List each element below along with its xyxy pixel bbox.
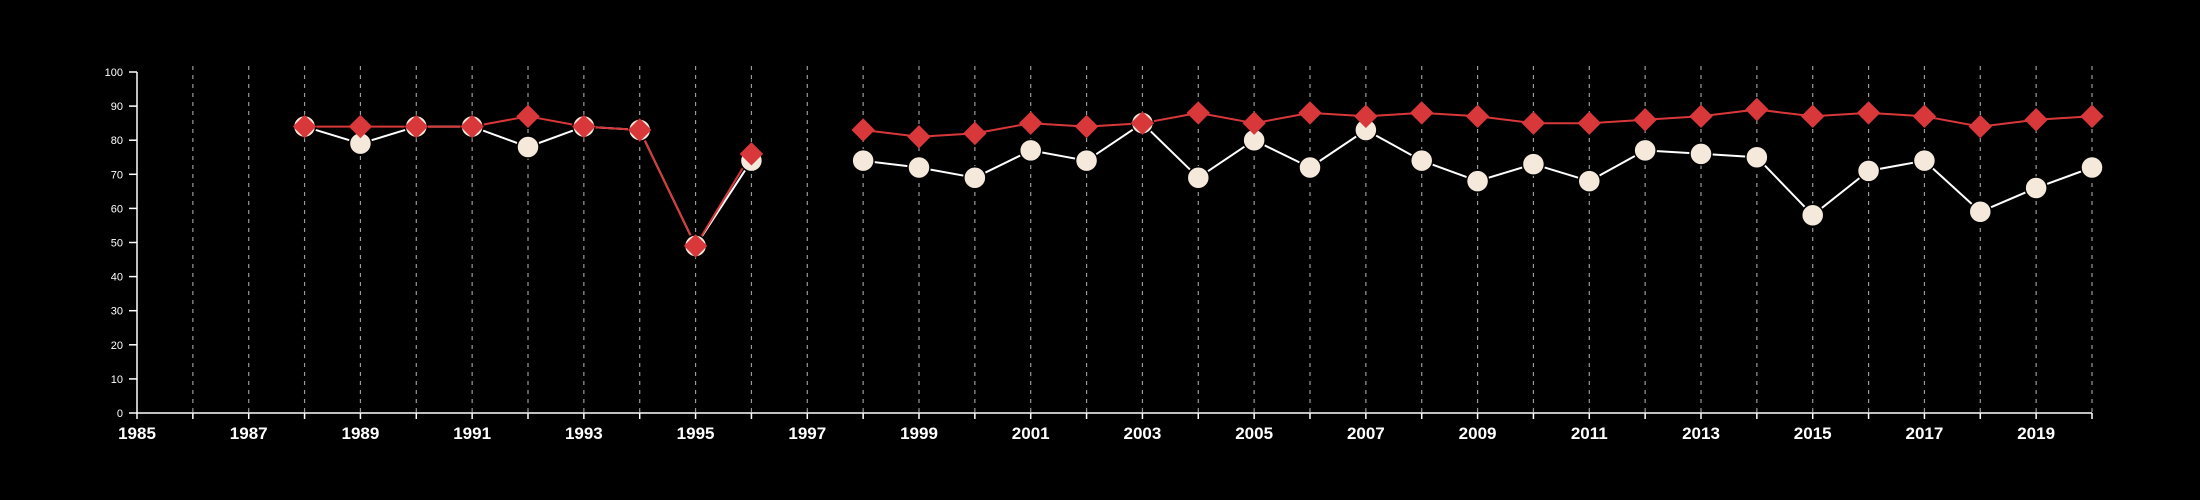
series-2-point-2004: [1186, 101, 1210, 125]
series-2-point-2011: [1577, 111, 1601, 135]
x-tick-label: 1993: [565, 424, 603, 443]
series-1-point-2017: [1912, 148, 1937, 173]
x-tick-label: 2017: [1906, 424, 1944, 443]
series-2-point-1998: [851, 118, 875, 142]
series-1-point-2018: [1968, 200, 1993, 224]
series-1-point-1998: [851, 148, 875, 173]
series-2-point-2006: [1298, 101, 1322, 125]
x-tick-label: 2015: [1794, 424, 1832, 443]
series-1-point-1992: [516, 135, 540, 159]
series-1-point-1999: [907, 155, 931, 180]
series-2-point-2005: [1242, 111, 1266, 135]
series-2-point-1990: [404, 114, 428, 139]
x-tick-label: 1991: [453, 424, 491, 443]
series-2-point-2010: [1521, 111, 1546, 135]
series-1-point-2012: [1633, 138, 1657, 163]
series-1-point-2016: [1856, 159, 1881, 183]
series-1-point-2020: [2080, 155, 2104, 180]
x-tick-label: 2009: [1459, 424, 1497, 443]
series-2-point-2007: [1354, 104, 1378, 129]
y-tick-label: 60: [111, 203, 123, 215]
series-1-point-2006: [1298, 155, 1322, 180]
series-1-point-2009: [1465, 169, 1490, 193]
x-tick-label: 1995: [677, 424, 715, 443]
series-2-point-2015: [1801, 104, 1825, 129]
series-2-point-2016: [1856, 101, 1881, 125]
series-2-point-2009: [1465, 104, 1490, 129]
series-2-point-1989: [348, 114, 373, 139]
series-1-point-2008: [1409, 148, 1434, 173]
series-2-point-1988: [292, 114, 317, 139]
series-2-point-1999: [907, 125, 931, 149]
series-2-point-1991: [460, 114, 484, 139]
series-2-point-1992: [516, 104, 540, 129]
series-2-point-2013: [1689, 104, 1713, 129]
series-2-point-2012: [1633, 108, 1657, 132]
y-tick-label: 50: [111, 238, 123, 250]
series-2-point-1994: [628, 118, 652, 142]
series-1-point-2014: [1745, 145, 1769, 169]
x-tick-label: 2013: [1682, 424, 1720, 443]
series-1-point-2019: [2024, 176, 2048, 200]
y-tick-label: 30: [111, 306, 123, 318]
x-tick-label: 1989: [342, 424, 380, 443]
series-1-point-2002: [1074, 148, 1099, 173]
series-1-point-2004: [1186, 165, 1211, 190]
series-2-point-1993: [572, 114, 596, 139]
series-2-point-2001: [1019, 111, 1043, 135]
series-2-point-2018: [1968, 114, 1992, 139]
series-2-point-2017: [1912, 104, 1937, 129]
y-tick-label: 100: [105, 67, 123, 79]
x-tick-label: 2005: [1235, 424, 1273, 443]
x-tick-label: 2001: [1012, 424, 1050, 443]
x-tick-label: 2019: [2017, 424, 2055, 443]
x-tick-label: 2007: [1347, 424, 1385, 443]
series-1-point-2011: [1577, 169, 1602, 193]
x-tick-label: 2003: [1124, 424, 1162, 443]
y-tick-label: 10: [111, 374, 123, 386]
x-tick-label: 1987: [230, 424, 268, 443]
series-2-point-2019: [2024, 108, 2048, 132]
series-2-point-2002: [1074, 114, 1099, 139]
series-2-point-2014: [1745, 97, 1769, 122]
series-1-point-2010: [1521, 152, 1546, 176]
series-markers: [292, 97, 2104, 258]
y-tick-label: 0: [117, 408, 123, 420]
y-tick-label: 70: [111, 169, 123, 181]
y-tick-label: 40: [111, 272, 123, 284]
series-2-point-2008: [1410, 101, 1434, 125]
x-axis: 1985 1987 1989 1991 1993 1995 1997 1999 2001 2003…: [118, 412, 2093, 443]
y-axis: 0 10 20 30 40 50 60 70 80 90 100: [105, 67, 138, 420]
y-tick-label: 90: [111, 101, 123, 113]
series-2-point-2003: [1130, 111, 1155, 135]
series-2-point-2020: [2080, 104, 2104, 129]
series-2-point-1995: [683, 234, 708, 258]
series-1-point-2001: [1018, 138, 1043, 163]
series-1-point-2013: [1689, 142, 1713, 166]
y-tick-label: 80: [111, 135, 123, 147]
series-1-point-2000: [963, 165, 987, 190]
x-tick-label: 1999: [900, 424, 938, 443]
series-2-point-2000: [963, 121, 987, 146]
x-tick-label: 2011: [1571, 424, 1608, 443]
series-1-point-2015: [1800, 203, 1825, 227]
y-tick-label: 20: [111, 340, 123, 352]
x-tick-label: 1997: [788, 424, 826, 443]
series-2-point-1996: [739, 142, 764, 166]
x-tick-label: 1985: [118, 424, 156, 443]
